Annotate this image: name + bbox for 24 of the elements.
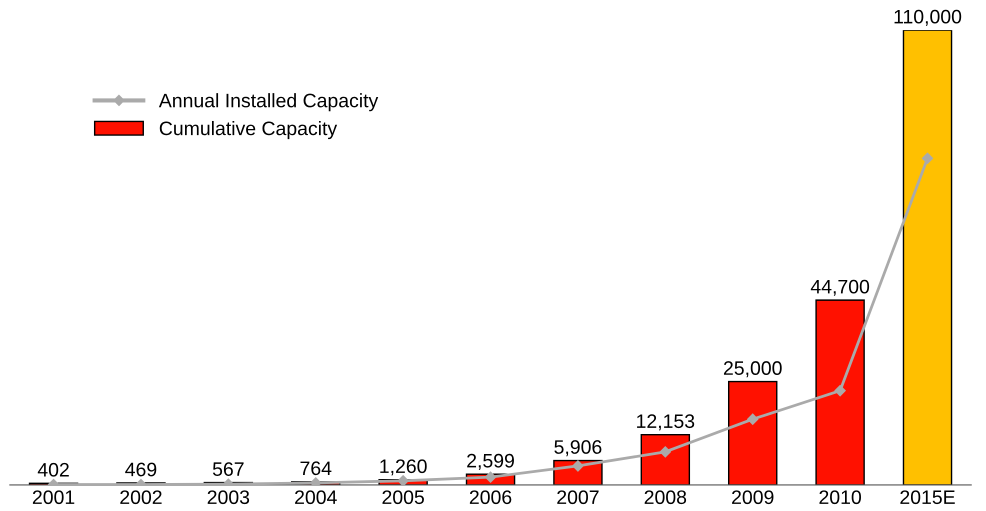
x-tick-label: 2006 <box>470 490 512 504</box>
data-label: 1,260 <box>380 459 427 476</box>
x-tick-label: 2004 <box>295 490 337 504</box>
data-label: 2,599 <box>467 454 514 470</box>
data-label: 402 <box>38 462 69 477</box>
data-label: 12,153 <box>637 414 694 430</box>
x-tick-label: 2001 <box>32 490 74 504</box>
legend-label: Cumulative Capacity <box>160 120 338 140</box>
data-label: 25,000 <box>724 361 782 378</box>
x-tick-label: 2003 <box>208 490 250 504</box>
x-tick-label: 2008 <box>644 490 686 504</box>
x-tick-label: 2009 <box>732 490 774 504</box>
data-label: 764 <box>300 461 332 476</box>
data-label: 567 <box>212 462 244 476</box>
data-label: 44,700 <box>810 280 870 296</box>
data-label: 110,000 <box>894 10 962 26</box>
x-tick-label: 2005 <box>382 490 424 504</box>
x-tick-label: 2002 <box>120 490 162 504</box>
x-tick-label: 2015E <box>900 490 955 504</box>
legend-label: Annual Installed Capacity <box>158 93 378 112</box>
data-label: 5,906 <box>554 440 602 456</box>
x-tick-label: 2007 <box>557 490 599 504</box>
x-tick-label: 2010 <box>819 490 861 504</box>
data-label: 469 <box>125 462 156 476</box>
